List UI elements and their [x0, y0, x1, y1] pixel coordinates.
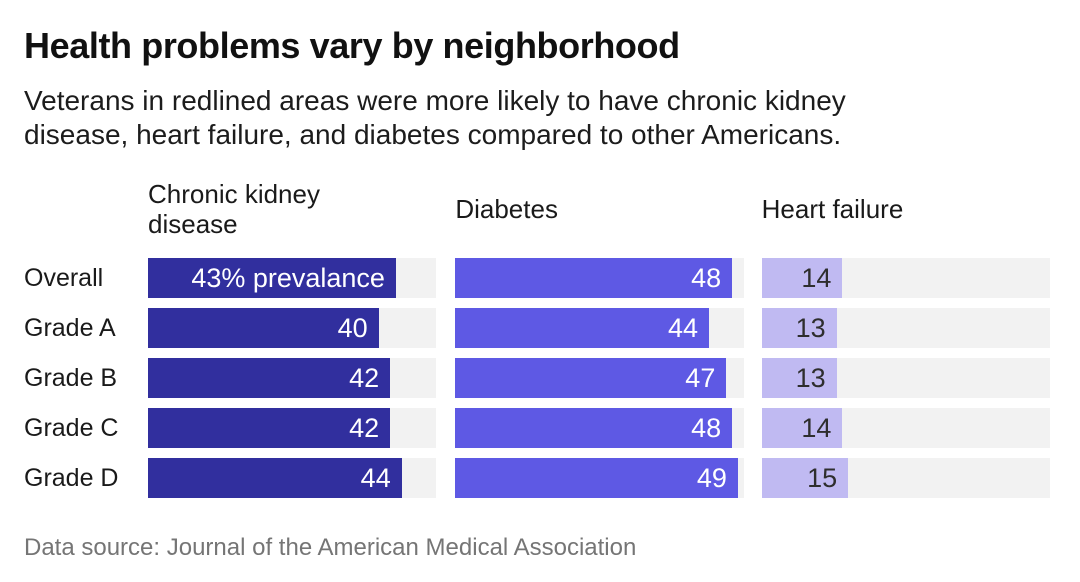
chart-rows: Overall 43% prevalance 48 14 Grade A — [24, 258, 1050, 498]
heart-failure-bar-track: 13 — [761, 358, 1050, 398]
chronic-kidney-disease-bar: 44 — [148, 458, 402, 498]
bar-value-label: 42 — [349, 362, 380, 393]
row-label: Overall — [24, 263, 104, 292]
heart-failure-bar-track: 15 — [761, 458, 1050, 498]
bar-value-label: 13 — [795, 362, 826, 393]
heart-failure-bar: 13 — [761, 308, 837, 348]
bar-value-label: 47 — [685, 362, 716, 393]
subtitle-line-1: Veterans in redlined areas were more lik… — [24, 85, 846, 116]
diabetes-bar: 48 — [455, 258, 733, 298]
column-header-row: Chronic kidney disease Diabetes Heart fa… — [24, 176, 1050, 242]
heart-failure-bar-track: 14 — [761, 408, 1050, 448]
subtitle-line-2: disease, heart failure, and diabetes com… — [24, 119, 842, 150]
bar-value-label: 13 — [795, 312, 826, 343]
row-label: Grade B — [24, 363, 118, 392]
heart-failure-bar: 14 — [761, 258, 843, 298]
bar-value-label: 43% prevalance — [191, 262, 385, 293]
bar-value-label: 44 — [668, 312, 699, 343]
chronic-kidney-disease-bar-track: 42 — [148, 408, 437, 448]
diabetes-bar-track: 44 — [455, 308, 744, 348]
diabetes-bar: 47 — [455, 358, 727, 398]
chronic-kidney-disease-bar: 40 — [148, 308, 379, 348]
bar-value-label: 42 — [349, 412, 380, 443]
chart-card: Health problems vary by neighborhood Vet… — [24, 25, 1050, 561]
diabetes-bar-track: 47 — [455, 358, 744, 398]
chronic-kidney-disease-bar-track: 44 — [148, 458, 437, 498]
bar-value-label: 44 — [360, 462, 391, 493]
chart-row-grade-d: Grade D 44 49 15 — [24, 458, 1050, 498]
chronic-kidney-disease-bar-track: 42 — [148, 358, 437, 398]
chart-title: Health problems vary by neighborhood — [24, 25, 680, 66]
heart-failure-bar: 13 — [761, 358, 837, 398]
data-source: Data source: Journal of the American Med… — [24, 534, 637, 561]
heart-failure-bar: 15 — [761, 458, 849, 498]
diabetes-bar-track: 48 — [455, 408, 744, 448]
heart-failure-bar: 14 — [761, 408, 843, 448]
chart-row-grade-a: Grade A 40 44 13 — [24, 308, 1050, 348]
bar-value-label: 40 — [337, 312, 368, 343]
diabetes-bar: 48 — [455, 408, 733, 448]
row-label: Grade A — [24, 313, 116, 342]
column-header-heart-failure: Heart failure — [761, 194, 904, 224]
chronic-kidney-disease-bar: 42 — [148, 408, 391, 448]
heart-failure-bar-track: 14 — [761, 258, 1050, 298]
chart-row-overall: Overall 43% prevalance 48 14 — [24, 258, 1050, 298]
chronic-kidney-disease-bar-track: 43% prevalance — [148, 258, 437, 298]
row-label: Grade D — [24, 463, 119, 492]
column-header-chronic-kidney-disease: Chronic kidney disease — [148, 179, 320, 239]
row-label: Grade C — [24, 413, 119, 442]
diabetes-bar: 44 — [455, 308, 710, 348]
chronic-kidney-disease-bar: 42 — [148, 358, 391, 398]
diabetes-bar-track: 48 — [455, 258, 744, 298]
bar-value-label: 14 — [801, 262, 832, 293]
chart-row-grade-c: Grade C 42 48 14 — [24, 408, 1050, 448]
bar-value-label: 48 — [691, 412, 722, 443]
chart-row-grade-b: Grade B 42 47 13 — [24, 358, 1050, 398]
bar-value-label: 14 — [801, 412, 832, 443]
bar-value-label: 49 — [696, 462, 727, 493]
column-header-diabetes: Diabetes — [455, 194, 558, 224]
chart-subtitle: Veterans in redlined areas were more lik… — [24, 84, 1050, 152]
chronic-kidney-disease-bar-track: 40 — [148, 308, 437, 348]
diabetes-bar-track: 49 — [455, 458, 744, 498]
chronic-kidney-disease-bar: 43% prevalance — [148, 258, 396, 298]
diabetes-bar: 49 — [455, 458, 738, 498]
bar-value-label: 15 — [807, 462, 838, 493]
bar-value-label: 48 — [691, 262, 722, 293]
heart-failure-bar-track: 13 — [761, 308, 1050, 348]
